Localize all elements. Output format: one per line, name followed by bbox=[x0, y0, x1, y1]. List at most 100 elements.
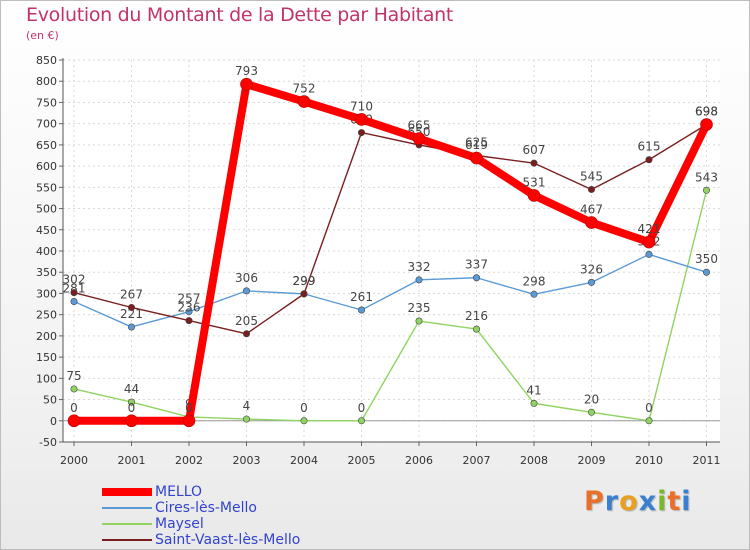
data-label: 350 bbox=[695, 252, 718, 266]
data-point bbox=[128, 398, 136, 406]
legend-item: Maysel bbox=[102, 516, 204, 532]
logo-letter: r bbox=[604, 486, 620, 517]
y-tick-label: 450 bbox=[36, 224, 57, 237]
data-label: 467 bbox=[580, 203, 603, 217]
data-point bbox=[70, 298, 78, 306]
legend-swatch bbox=[102, 488, 152, 496]
x-tick-label: 2011 bbox=[693, 454, 721, 467]
data-label: 421 bbox=[638, 222, 661, 236]
plot-area bbox=[63, 60, 720, 442]
data-label: 619 bbox=[465, 138, 488, 152]
data-point bbox=[128, 303, 136, 311]
data-label: 236 bbox=[178, 301, 201, 315]
data-label: 299 bbox=[293, 274, 316, 288]
y-tick-label: 650 bbox=[36, 139, 57, 152]
data-label: 281 bbox=[63, 282, 86, 296]
x-tick-label: 2005 bbox=[348, 454, 376, 467]
y-tick-label: 750 bbox=[36, 96, 57, 109]
legend-swatch bbox=[102, 539, 152, 541]
y-tick-label: 250 bbox=[36, 309, 57, 322]
data-point bbox=[702, 268, 710, 276]
x-tick-label: 2002 bbox=[175, 454, 203, 467]
logo-letter: x bbox=[638, 486, 658, 517]
y-tick-label: 400 bbox=[36, 245, 57, 258]
series-line-1 bbox=[73, 253, 708, 328]
logo-letter: t bbox=[667, 486, 682, 517]
x-tick-label: 2001 bbox=[118, 454, 146, 467]
data-label: 615 bbox=[638, 140, 661, 154]
data-label: 302 bbox=[63, 273, 86, 287]
data-label: 298 bbox=[523, 274, 546, 288]
data-point bbox=[585, 216, 598, 229]
data-label: 41 bbox=[526, 383, 541, 397]
data-point bbox=[70, 385, 78, 393]
data-point bbox=[125, 414, 138, 428]
data-point bbox=[415, 317, 423, 325]
legend-label: MELLO bbox=[155, 484, 203, 500]
data-point bbox=[185, 317, 193, 325]
data-point bbox=[472, 274, 480, 282]
data-point bbox=[530, 399, 538, 407]
data-label: 545 bbox=[580, 169, 603, 183]
data-point bbox=[412, 132, 426, 145]
data-label: 531 bbox=[523, 175, 546, 189]
data-label: 205 bbox=[235, 314, 258, 328]
y-tick-label: 550 bbox=[36, 181, 57, 194]
x-tick-label: 2003 bbox=[233, 454, 261, 467]
data-point bbox=[243, 330, 251, 338]
data-label: 0 bbox=[70, 401, 78, 415]
legend-swatch bbox=[102, 507, 152, 509]
legend-item: MELLO bbox=[102, 484, 202, 500]
data-point bbox=[700, 118, 713, 131]
x-tick-label: 2009 bbox=[578, 454, 606, 467]
data-label: 698 bbox=[695, 105, 718, 119]
data-point bbox=[702, 186, 710, 194]
data-point bbox=[243, 415, 251, 423]
data-label: 0 bbox=[358, 401, 366, 415]
data-point bbox=[70, 289, 78, 297]
y-tick-label: 500 bbox=[36, 203, 57, 216]
y-tick-label: 100 bbox=[36, 372, 57, 385]
legend-label: Maysel bbox=[155, 516, 204, 532]
y-tick-label: 300 bbox=[36, 287, 57, 300]
data-point bbox=[67, 414, 81, 428]
y-tick-label: 800 bbox=[36, 75, 57, 88]
data-label: 337 bbox=[465, 258, 488, 272]
data-point bbox=[587, 278, 595, 286]
data-label: 332 bbox=[408, 260, 431, 274]
x-tick-label: 2006 bbox=[405, 454, 433, 467]
data-label: 752 bbox=[293, 82, 316, 96]
series-line-3 bbox=[73, 123, 708, 335]
data-point bbox=[357, 417, 365, 425]
y-tick-label: 200 bbox=[36, 330, 57, 343]
data-label: 543 bbox=[695, 170, 718, 184]
x-tick-label: 2007 bbox=[463, 454, 491, 467]
data-label: 0 bbox=[645, 401, 653, 415]
data-label: 44 bbox=[124, 382, 139, 396]
x-tick-label: 2010 bbox=[635, 454, 663, 467]
data-label: 267 bbox=[120, 287, 143, 301]
logo-letter: i bbox=[657, 486, 668, 517]
logo-letter: P bbox=[584, 486, 605, 517]
y-tick-label: 150 bbox=[36, 351, 57, 364]
data-point bbox=[645, 417, 653, 425]
x-tick-label: 2004 bbox=[290, 454, 318, 467]
data-point bbox=[587, 408, 595, 416]
legend-label: Cires-lès-Mello bbox=[155, 500, 257, 516]
data-point bbox=[300, 417, 308, 425]
data-label: 4 bbox=[243, 399, 251, 413]
data-label: 306 bbox=[235, 271, 258, 285]
data-label: 665 bbox=[408, 119, 431, 133]
data-point bbox=[355, 113, 368, 126]
data-label: 20 bbox=[584, 392, 599, 406]
x-tick-label: 2000 bbox=[60, 454, 88, 467]
data-point bbox=[128, 323, 136, 331]
proxiti-logo: Proxiti bbox=[584, 486, 692, 517]
data-point bbox=[645, 156, 653, 164]
data-point bbox=[472, 325, 480, 333]
data-point bbox=[642, 235, 656, 249]
logo-letter: o bbox=[619, 486, 639, 517]
data-point bbox=[357, 129, 365, 137]
data-point bbox=[182, 414, 196, 428]
